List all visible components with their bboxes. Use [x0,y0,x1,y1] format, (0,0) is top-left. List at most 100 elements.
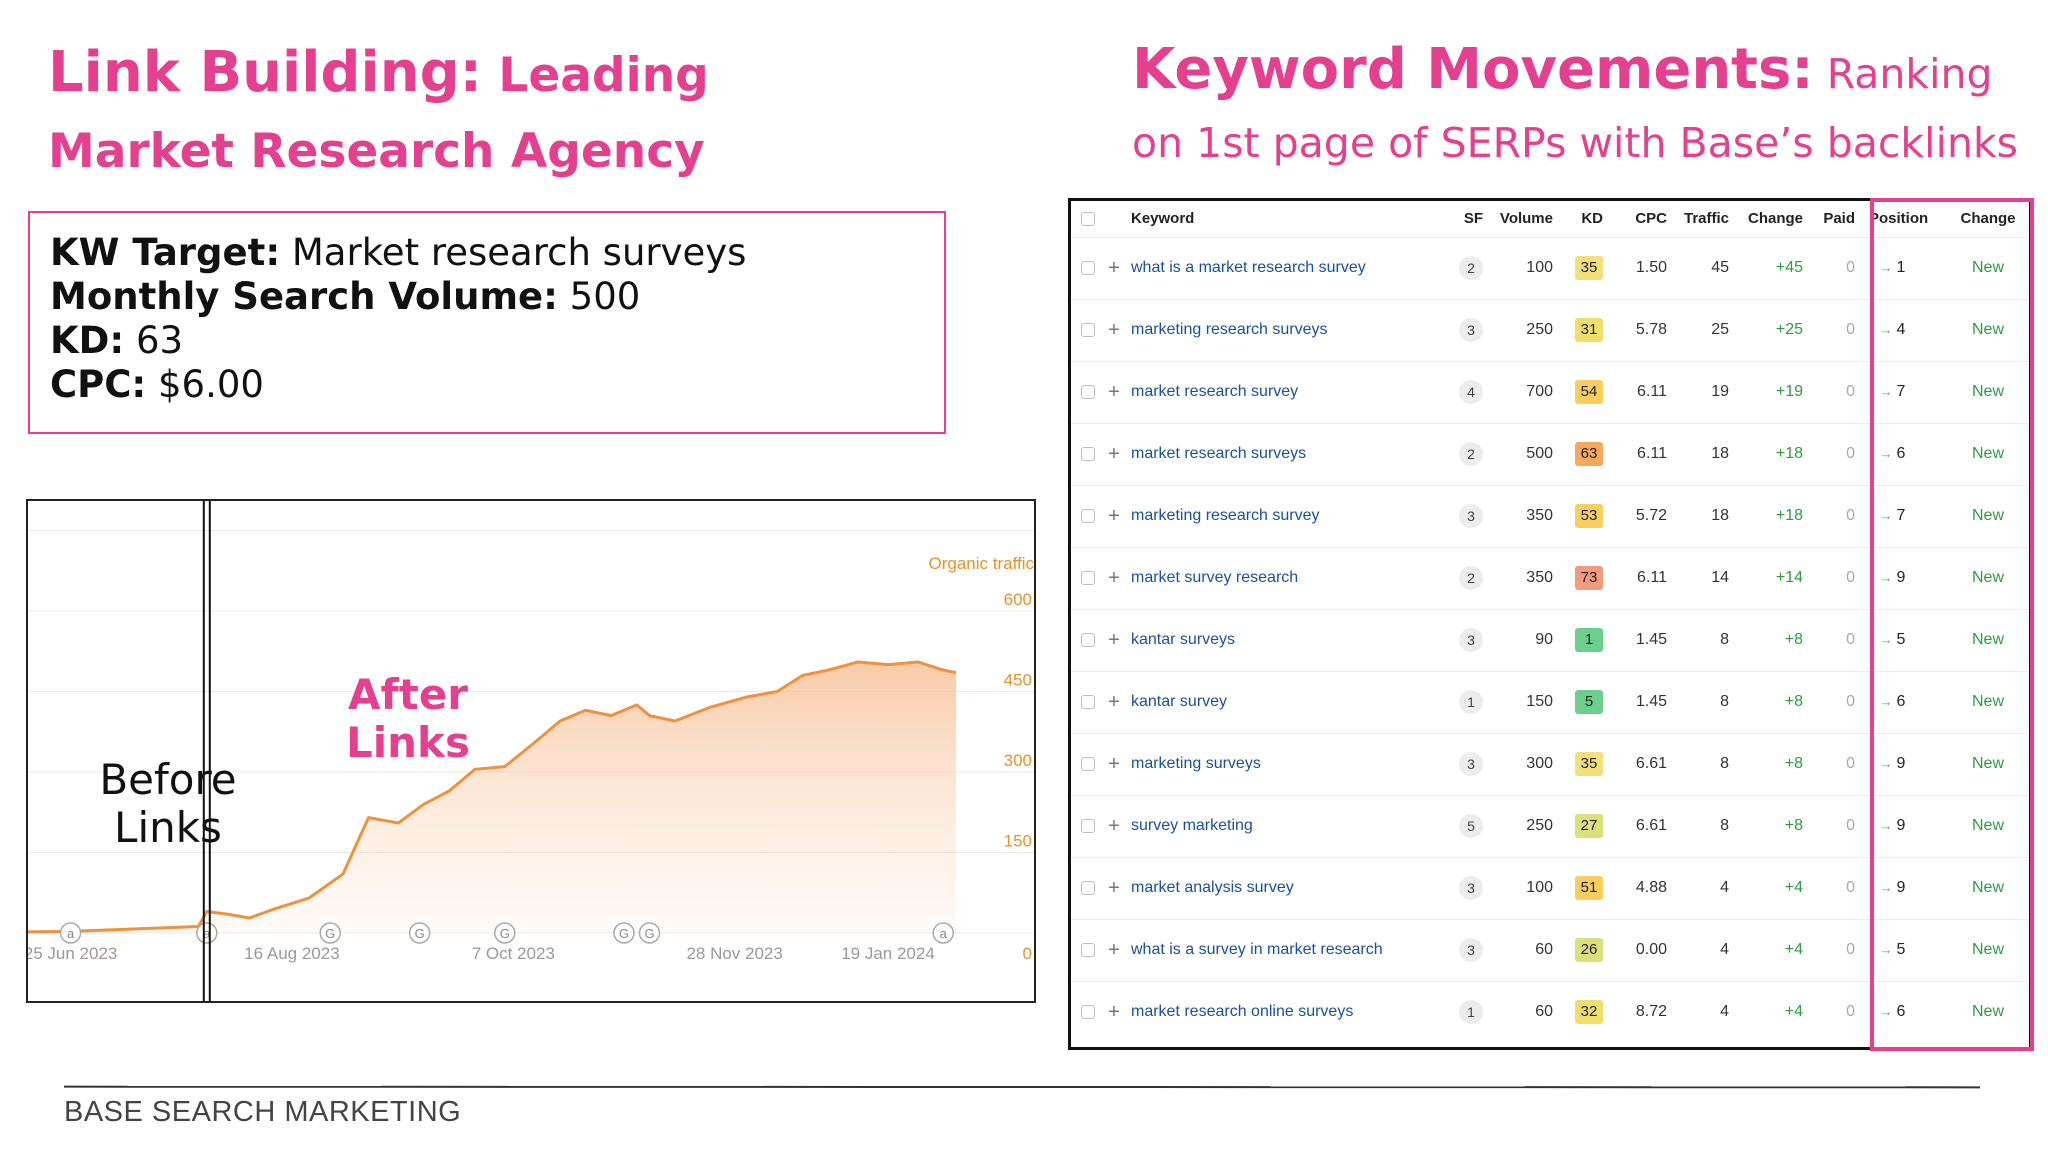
row-checkbox[interactable] [1071,856,1101,919]
header-paid[interactable]: Paid [1823,210,1855,228]
add-keyword-icon[interactable]: + [1101,794,1127,857]
footer-divider [63,1085,1981,1089]
keyword-link[interactable]: market survey research [1127,546,1437,609]
previous-position: × [1869,945,1876,957]
sf-cell: 2 [1437,236,1487,299]
add-keyword-icon[interactable]: + [1101,980,1127,1043]
keyword-link[interactable]: market research online surveys [1127,980,1437,1043]
paid-cell: 0 [1807,298,1859,361]
header-keyword[interactable]: Keyword [1131,210,1195,228]
previous-position: × [1869,387,1876,399]
row-checkbox[interactable] [1071,484,1101,547]
position-cell: × → 7 [1859,484,1947,547]
serp-features-badge[interactable]: 3 [1459,876,1483,900]
cpc-cell: 6.61 [1607,794,1671,857]
serp-features-badge[interactable]: 2 [1459,566,1483,590]
row-checkbox[interactable] [1071,422,1101,485]
add-keyword-icon[interactable]: + [1101,422,1127,485]
serp-features-badge[interactable]: 5 [1459,814,1483,838]
previous-position: × [1869,759,1876,771]
position-cell: × → 4 [1859,298,1947,361]
current-position: 5 [1896,941,1906,958]
select-all-checkbox[interactable] [1071,201,1101,237]
row-checkbox[interactable] [1071,732,1101,795]
traffic-cell: 8 [1671,794,1733,857]
kd-line: KD: 63 [50,319,944,363]
add-keyword-icon[interactable]: + [1101,236,1127,299]
serp-features-badge[interactable]: 4 [1459,380,1483,404]
kd-cell: 35 [1557,236,1607,299]
link-building-title-bold: Link Building: [48,40,483,105]
keyword-link[interactable]: kantar survey [1127,670,1437,733]
row-checkbox[interactable] [1071,670,1101,733]
traffic-change-cell: +8 [1733,608,1807,671]
row-checkbox[interactable] [1071,608,1101,671]
row-checkbox[interactable] [1071,918,1101,981]
arrow-right-icon: → [1879,260,1893,275]
cpc-cell: 6.11 [1607,360,1671,423]
header-kd[interactable]: KD [1581,210,1603,228]
row-checkbox[interactable] [1071,298,1101,361]
row-checkbox[interactable] [1071,360,1101,423]
row-checkbox[interactable] [1071,546,1101,609]
paid-cell: 0 [1807,670,1859,733]
serp-features-badge[interactable]: 2 [1459,442,1483,466]
row-checkbox[interactable] [1071,794,1101,857]
traffic-change-cell: +4 [1733,856,1807,919]
serp-features-badge[interactable]: 3 [1459,628,1483,652]
keyword-link[interactable]: market analysis survey [1127,856,1437,919]
add-keyword-icon[interactable]: + [1101,670,1127,733]
keyword-movements-table: Keyword SF Volume KD CPC Traffic Change … [1068,198,2032,1050]
keyword-link[interactable]: what is a survey in market research [1127,918,1437,981]
keyword-link[interactable]: what is a market research survey [1127,236,1437,299]
keyword-link[interactable]: market research survey [1127,360,1437,423]
row-checkbox[interactable] [1071,980,1101,1043]
position-cell: × → 9 [1859,732,1947,795]
keyword-link[interactable]: marketing surveys [1127,732,1437,795]
serp-features-badge[interactable]: 3 [1459,938,1483,962]
keyword-link[interactable]: market research surveys [1127,422,1437,485]
traffic-change-cell: +18 [1733,422,1807,485]
volume-cell: 100 [1487,856,1557,919]
header-position[interactable]: Position [1869,210,1929,228]
add-keyword-icon[interactable]: + [1101,608,1127,671]
serp-features-badge[interactable]: 3 [1459,752,1483,776]
serp-features-badge[interactable]: 2 [1459,256,1483,280]
kd-badge: 31 [1575,318,1603,342]
add-keyword-icon[interactable]: + [1101,732,1127,795]
header-change[interactable]: Change [1747,210,1803,228]
row-checkbox[interactable] [1071,236,1101,299]
add-keyword-icon[interactable]: + [1101,918,1127,981]
y-tick-label: 150 [1004,832,1032,851]
serp-features-badge[interactable]: 3 [1459,318,1483,342]
add-keyword-icon[interactable]: + [1101,298,1127,361]
header-cpc[interactable]: CPC [1635,210,1667,228]
table-body: + what is a market research survey 2 100 35 1… [1071,236,2029,1043]
header-sf[interactable]: SF [1463,210,1483,228]
serp-features-badge[interactable]: 3 [1459,504,1483,528]
current-position: 4 [1896,321,1906,338]
volume-cell: 700 [1487,360,1557,423]
arrow-right-icon: → [1879,756,1893,771]
add-keyword-icon[interactable]: + [1101,546,1127,609]
kd-cell: 32 [1557,980,1607,1043]
keyword-link[interactable]: survey marketing [1127,794,1437,857]
annotation-marker-label: G [325,926,335,941]
previous-position: × [1869,263,1876,275]
add-keyword-icon[interactable]: + [1101,856,1127,919]
keyword-link[interactable]: marketing research surveys [1127,298,1437,361]
keyword-link[interactable]: kantar surveys [1127,608,1437,671]
header-volume[interactable]: Volume [1499,210,1553,228]
add-keyword-icon[interactable]: + [1101,484,1127,547]
serp-features-badge[interactable]: 1 [1459,1000,1483,1025]
volume-cell: 350 [1487,484,1557,547]
header-position-change[interactable]: Change [1960,210,2016,228]
traffic-cell: 45 [1671,236,1733,299]
annotation-marker-label: G [415,926,425,941]
current-position: 9 [1896,817,1906,834]
serp-features-badge[interactable]: 1 [1459,690,1483,714]
header-traffic[interactable]: Traffic [1683,210,1729,228]
keyword-link[interactable]: marketing research survey [1127,484,1437,547]
add-keyword-icon[interactable]: + [1101,360,1127,423]
paid-cell: 0 [1807,918,1859,981]
